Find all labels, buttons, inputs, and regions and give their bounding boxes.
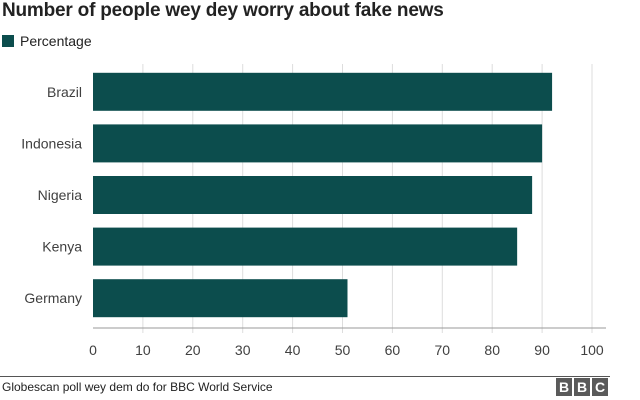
bars (93, 72, 553, 318)
bbc-logo-letter: B (574, 378, 590, 396)
x-tick-label: 90 (534, 342, 550, 358)
bar-kenya (93, 227, 518, 266)
category-label: Kenya (42, 239, 82, 255)
bar-nigeria (93, 176, 533, 214)
x-tick-label: 20 (185, 342, 201, 358)
bar-indonesia (93, 124, 543, 163)
x-tick-label: 50 (335, 342, 351, 358)
source-note: Globescan poll wey dem do for BBC World … (2, 380, 273, 394)
bbc-logo-letter: C (592, 378, 608, 396)
x-tick-label: 40 (285, 342, 301, 358)
category-label: Nigeria (38, 187, 83, 203)
chart-title: Number of people wey dey worry about fak… (2, 0, 444, 21)
bbc-logo: B B C (556, 378, 608, 396)
category-label: Germany (24, 290, 82, 306)
x-tick-label: 100 (580, 342, 604, 358)
footer-divider (0, 376, 610, 377)
bar-brazil (93, 72, 553, 111)
x-tick-labels: 0 10 20 30 40 50 60 70 80 90 100 (89, 342, 604, 358)
x-tick-label: 10 (135, 342, 151, 358)
category-label: Brazil (47, 84, 82, 100)
bbc-logo-letter: B (556, 378, 572, 396)
x-tick-label: 60 (385, 342, 401, 358)
x-tick-label: 70 (435, 342, 451, 358)
x-tick-label: 0 (89, 342, 97, 358)
legend-label: Percentage (20, 33, 92, 49)
category-label: Indonesia (21, 135, 82, 151)
legend: Percentage (2, 32, 92, 50)
category-labels: Brazil Indonesia Nigeria Kenya Germany (21, 84, 82, 306)
x-tick-label: 30 (235, 342, 251, 358)
bar-germany (93, 279, 348, 318)
x-tick-label: 80 (484, 342, 500, 358)
legend-swatch (2, 35, 14, 47)
bar-chart: Brazil Indonesia Nigeria Kenya Germany 0 10 20… (21, 64, 606, 358)
